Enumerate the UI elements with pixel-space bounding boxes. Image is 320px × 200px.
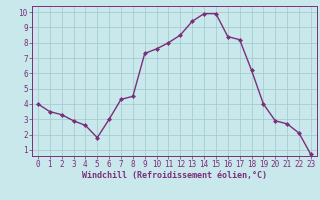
X-axis label: Windchill (Refroidissement éolien,°C): Windchill (Refroidissement éolien,°C) [82, 171, 267, 180]
